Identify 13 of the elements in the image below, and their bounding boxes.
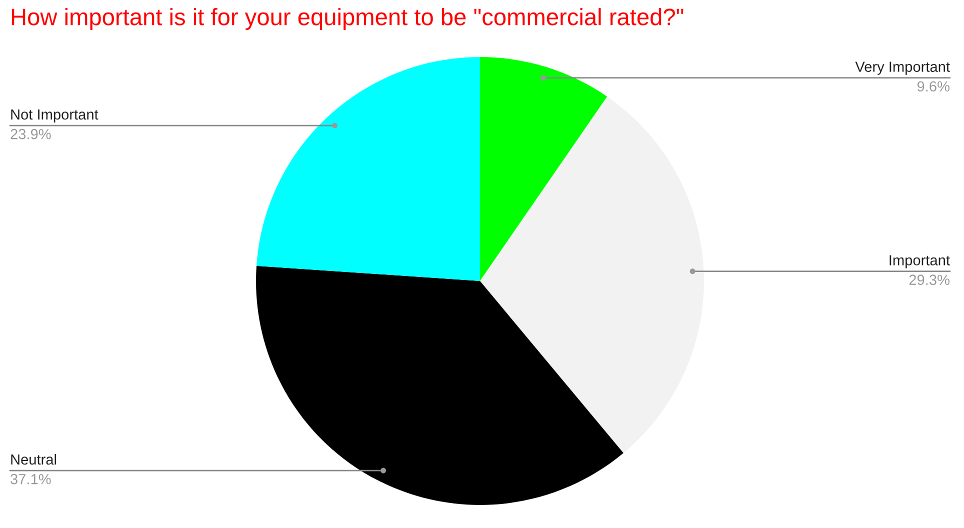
data-label: 37.1% [10,474,51,484]
slice-label: Very Important [855,62,950,75]
pie-slice [480,57,608,281]
pie-slice [256,57,480,281]
slice-label: Not Important [11,109,98,123]
slice-label: Neutral [11,454,56,465]
pie-slice [256,266,624,505]
data-label: 29.3% [909,274,950,286]
data-label: 9.6% [917,81,950,92]
data-label: 23.9% [10,128,51,140]
slice-label: Important [890,255,950,268]
pie-slice [480,96,704,454]
chart-title: How important is it for your equipment to be "commercial rated?" [12,8,684,30]
